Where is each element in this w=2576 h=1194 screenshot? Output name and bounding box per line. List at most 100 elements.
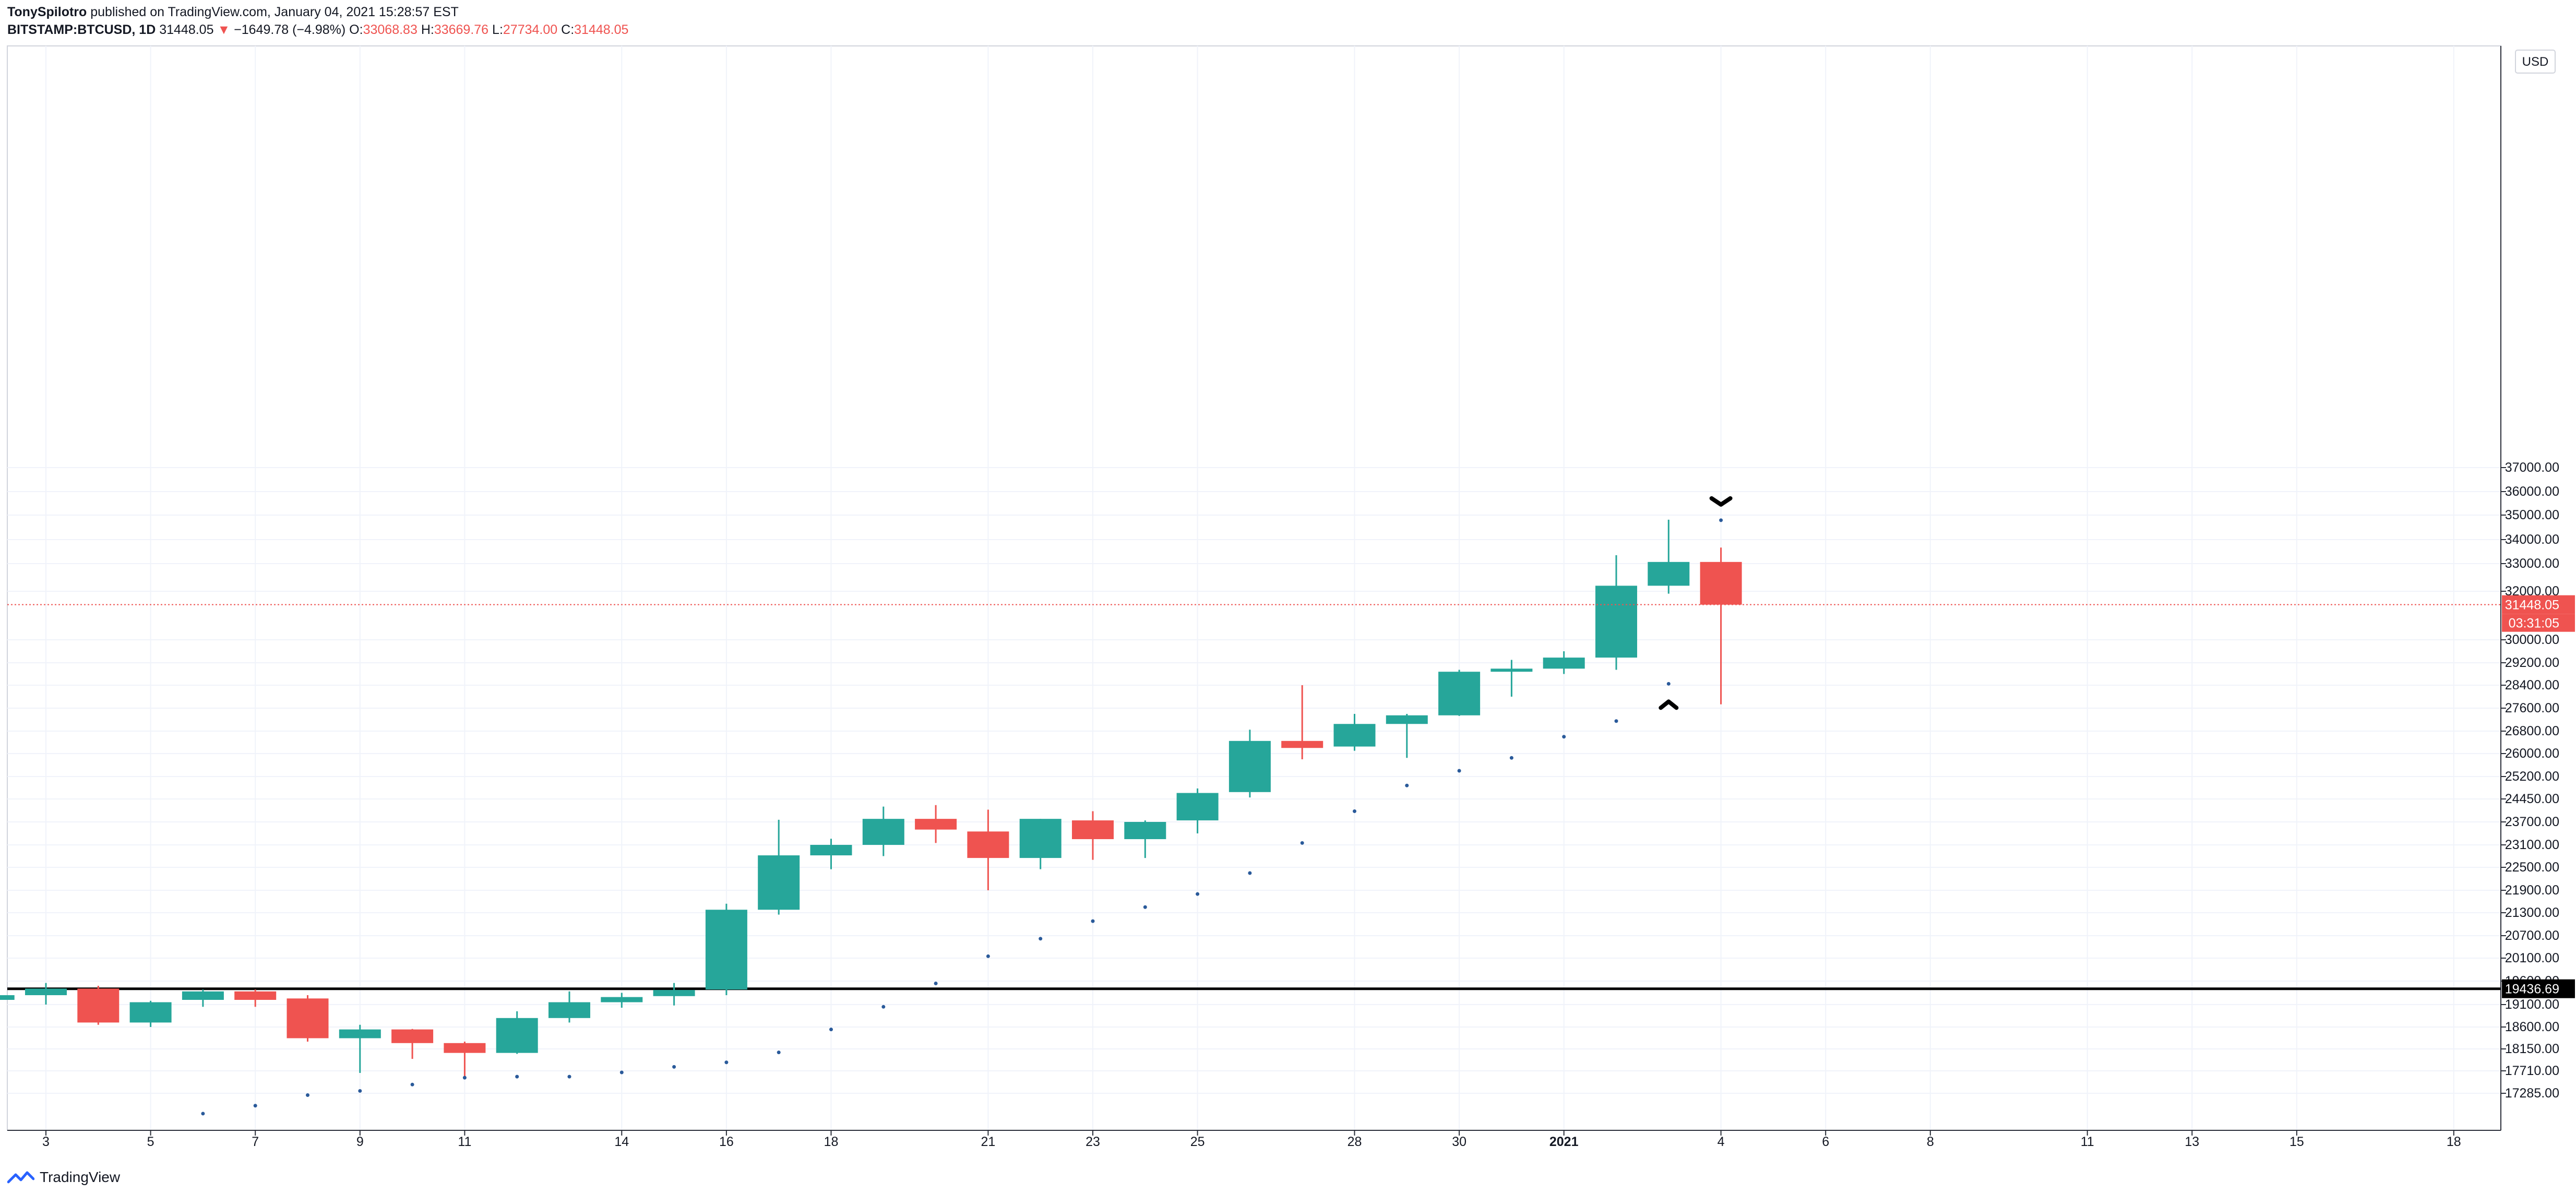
candle-up [1648, 519, 1690, 594]
candle-body [182, 991, 224, 1000]
horizontal-line-price-label: 19436.69 [2505, 982, 2559, 997]
price-tick-label: 23700.00 [2505, 815, 2559, 829]
countdown-box [2502, 614, 2575, 632]
candle-up [1176, 788, 1219, 833]
close-value: 31448.05 [574, 22, 629, 37]
open-value: 33068.83 [363, 22, 418, 37]
candle-body [653, 990, 695, 996]
candle-body [1281, 741, 1323, 748]
psar-dot [1509, 756, 1513, 760]
psar-dot [1457, 769, 1461, 773]
candle-body [810, 845, 852, 856]
candle-up [1386, 714, 1428, 758]
time-tick-label: 9 [356, 1135, 364, 1149]
candle-down [1700, 547, 1742, 705]
psar-dot [1405, 783, 1409, 787]
open-label: O: [349, 22, 363, 37]
time-tick-label: 3 [42, 1135, 50, 1149]
candle-body [1438, 672, 1481, 715]
candle-up [496, 1011, 538, 1054]
candle-up [1438, 670, 1481, 716]
sell-marker-icon [1709, 496, 1733, 507]
currency-box[interactable] [2515, 50, 2556, 74]
price-axis[interactable]: 17285.00 17710.00 18150.00 18600.00 19100.00… [2500, 46, 2575, 1130]
time-tick-label: 28 [1347, 1135, 1362, 1149]
psar-dot [1091, 919, 1095, 923]
candle-up [810, 839, 852, 869]
psar-dot [672, 1065, 676, 1069]
candle-body [1595, 586, 1637, 658]
time-tick-label: 11 [2081, 1135, 2094, 1149]
psar-dot [410, 1082, 414, 1086]
candle-up [1333, 714, 1376, 751]
psar-dot [829, 1028, 833, 1032]
candle-body [1543, 658, 1585, 669]
candle-body [77, 988, 120, 1023]
tradingview-footer[interactable]: TradingView [7, 1166, 120, 1189]
tradingview-logo-icon [7, 1171, 34, 1184]
candle-up [1229, 730, 1271, 798]
time-tick-label: 6 [1822, 1135, 1829, 1149]
price-tick-label: 20700.00 [2505, 928, 2559, 943]
last-price-value: 31448.05 [159, 22, 214, 37]
price-tick-label: 34000.00 [2505, 532, 2559, 547]
change-arrow-icon: ▼ [217, 22, 231, 37]
price-tick-label: 29200.00 [2505, 655, 2559, 670]
candle-body [1700, 562, 1742, 605]
candle-up [862, 806, 904, 856]
time-tick-label: 7 [252, 1135, 259, 1149]
price-tick-label: 19100.00 [2505, 997, 2559, 1012]
price-tick-label: 27600.00 [2505, 701, 2559, 715]
price-tick-label: 37000.00 [2505, 460, 2559, 475]
psar-dot [515, 1074, 519, 1079]
candle-up [25, 983, 67, 1005]
ohlc-line: BITSTAMP:BTCUSD, 1D 31448.05 ▼ −1649.78 … [7, 21, 628, 39]
psar-dot [358, 1089, 362, 1093]
candle-down [77, 986, 120, 1025]
candle-up [601, 993, 643, 1008]
author-name[interactable]: TonySpilotro [7, 5, 87, 19]
close-label: C: [561, 22, 575, 37]
psar-dot [253, 1104, 257, 1108]
candle-up [1124, 820, 1166, 858]
candle-body [444, 1043, 486, 1053]
psar-dot [1143, 905, 1147, 909]
candle-up [1490, 660, 1533, 697]
candle-body [1072, 820, 1114, 839]
low-value: 27734.00 [503, 22, 558, 37]
price-tick-label: 26800.00 [2505, 724, 2559, 738]
candle-body [601, 997, 643, 1002]
countdown-label: 03:31:05 [2509, 616, 2559, 631]
candle-body [129, 1002, 172, 1023]
psar-dot [934, 982, 938, 985]
symbol-label[interactable]: BITSTAMP:BTCUSD, 1D [7, 22, 156, 37]
last-price-box [2502, 595, 2575, 614]
candle-up [1543, 651, 1585, 674]
price-tick-label: 24450.00 [2505, 792, 2559, 806]
candle-body [705, 910, 747, 990]
candle-body [1124, 822, 1166, 839]
price-tick-label: 30000.00 [2505, 632, 2559, 647]
candle-up [339, 1024, 381, 1073]
time-tick-label: 13 [2185, 1135, 2199, 1149]
price-tick-label: 35000.00 [2505, 508, 2559, 522]
currency-label[interactable]: USD [2522, 55, 2549, 69]
candle-body [1490, 668, 1533, 672]
candle-up [653, 983, 695, 1006]
candle-body [234, 991, 277, 1000]
psar-dot [306, 1093, 309, 1097]
price-tick-label: 17710.00 [2505, 1064, 2559, 1078]
candles-layer [0, 519, 1742, 1077]
time-tick-label: 21 [981, 1135, 995, 1149]
price-tick-label: 18150.00 [2505, 1042, 2559, 1056]
psar-marker-layer [1659, 496, 1733, 710]
time-axis[interactable]: 3 5 7 9 11 14 16 18 21 23 25 28 30 2021 4 6 8 11 13 15 18 [7, 1130, 2501, 1149]
time-tick-label: 18 [824, 1135, 839, 1149]
candle-down [444, 1042, 486, 1077]
psar-dot [1300, 841, 1304, 845]
candle-body [1229, 741, 1271, 792]
low-label: L: [492, 22, 503, 37]
psar-dot [724, 1060, 729, 1065]
psar-dot [462, 1076, 467, 1080]
